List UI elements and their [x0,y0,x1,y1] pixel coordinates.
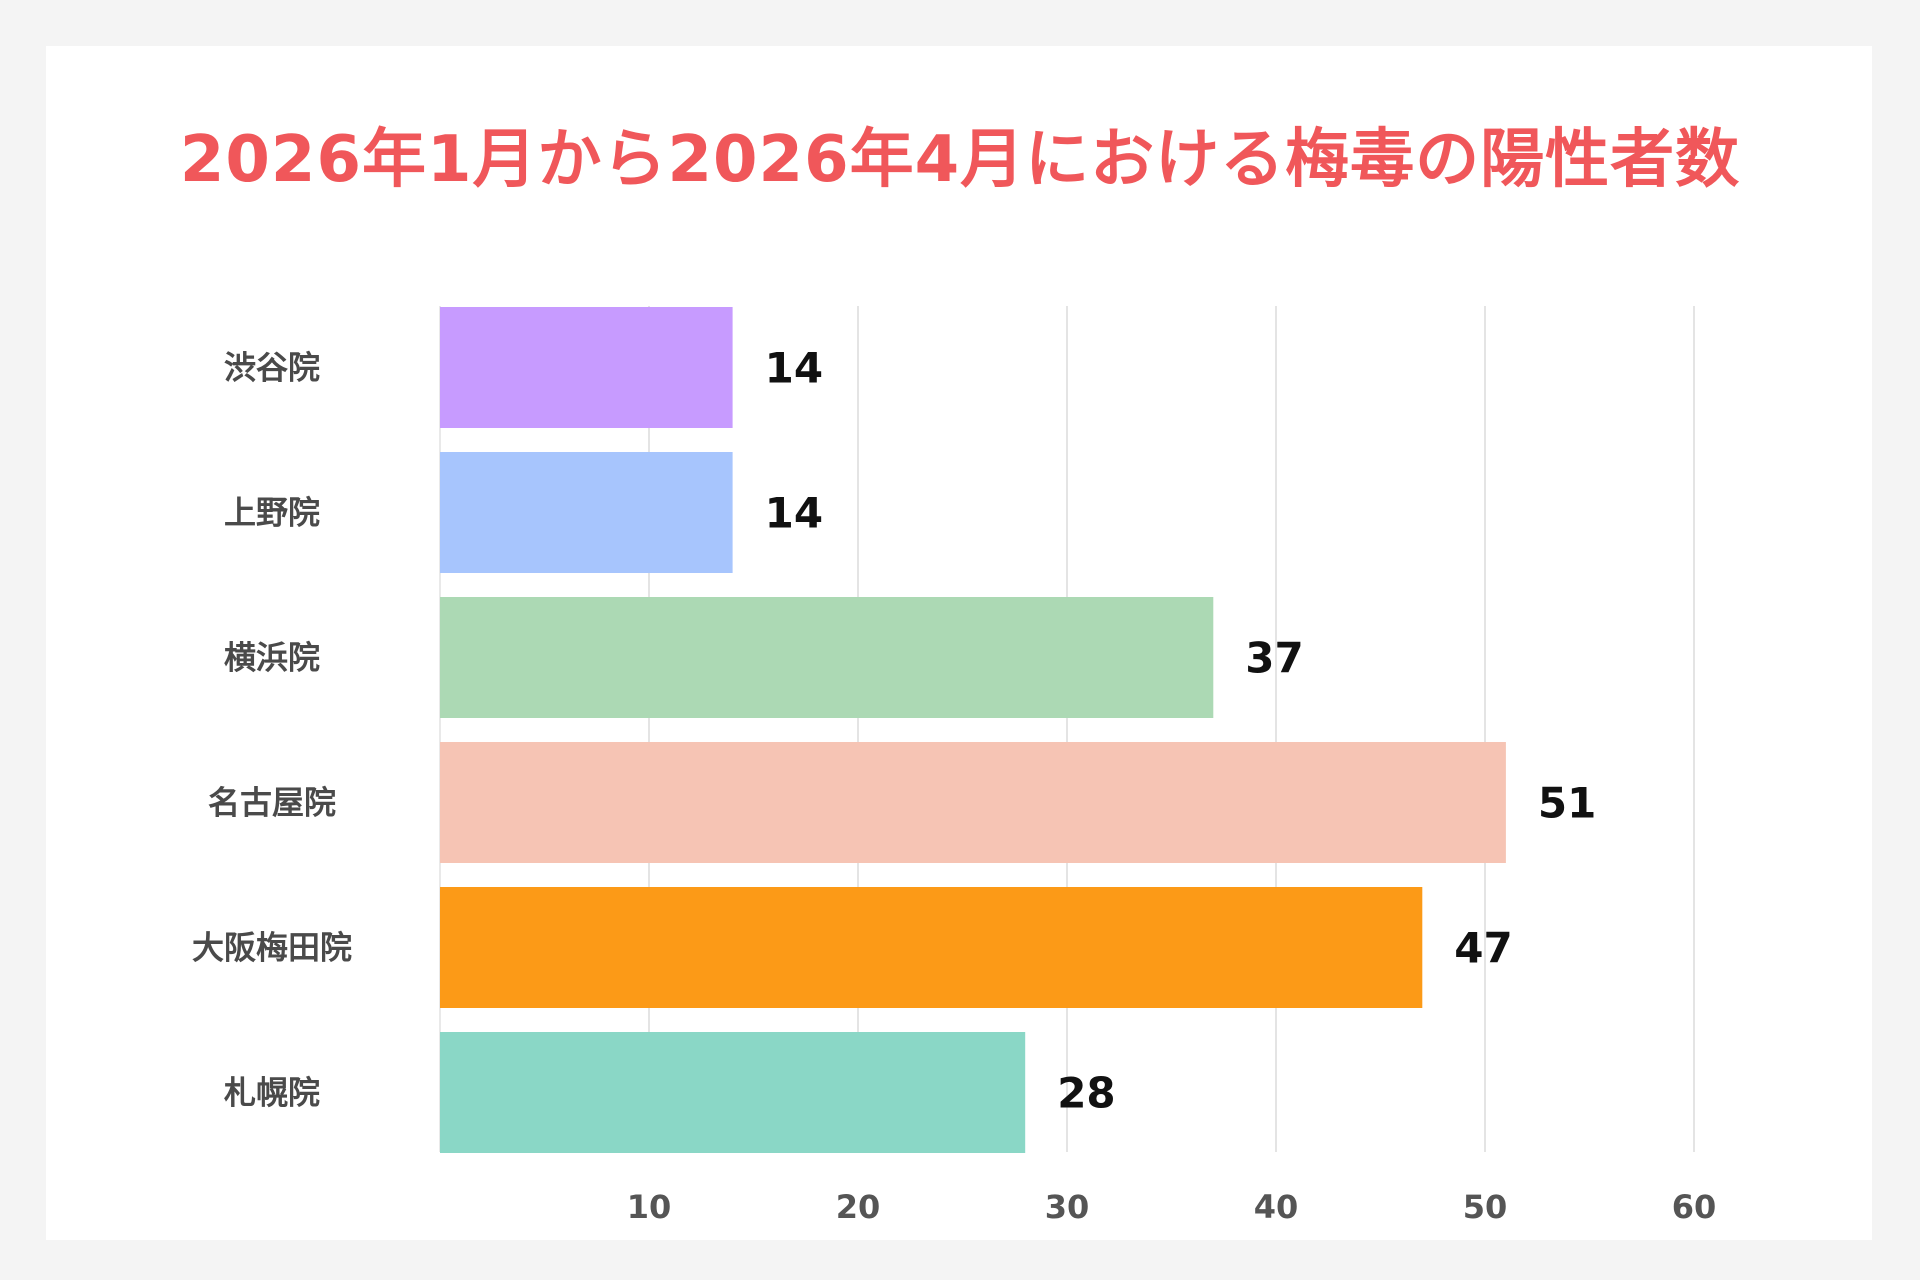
value-label-5: 28 [1057,1069,1115,1118]
x-tick-label-30: 30 [1045,1188,1090,1226]
category-label-3: 名古屋院 [208,784,336,822]
gridlines [439,306,1695,1152]
bar-5 [440,1032,1026,1153]
bar-4 [440,887,1423,1008]
bars [440,307,1506,1153]
value-label-4: 47 [1454,924,1512,973]
x-tick-label-50: 50 [1463,1188,1508,1226]
bar-0 [440,307,733,428]
x-tick-label-40: 40 [1254,1188,1299,1226]
category-label-2: 横浜院 [224,639,320,677]
x-tick-label-60: 60 [1672,1188,1717,1226]
x-tick-label-20: 20 [836,1188,881,1226]
chart-title: 2026年1月から2026年4月における梅毒の陽性者数 [179,123,1741,197]
category-label-5: 札幌院 [224,1074,320,1112]
value-label-1: 14 [765,489,823,538]
x-tick-label-10: 10 [627,1188,672,1226]
bar-1 [440,452,733,573]
bar-2 [440,597,1214,718]
category-label-0: 渋谷院 [224,349,320,387]
value-label-2: 37 [1245,634,1303,683]
category-label-4: 大阪梅田院 [192,929,352,967]
category-label-1: 上野院 [224,494,320,532]
value-label-0: 14 [765,344,823,393]
x-axis-ticks: 10 20 30 40 50 60 [627,1188,1717,1226]
labels: 渋谷院 14 上野院 14 横浜院 37 名古屋院 51 大阪梅田院 47 札幌院 28 [192,344,1596,1118]
bar-3 [440,742,1506,863]
value-label-3: 51 [1538,779,1596,828]
